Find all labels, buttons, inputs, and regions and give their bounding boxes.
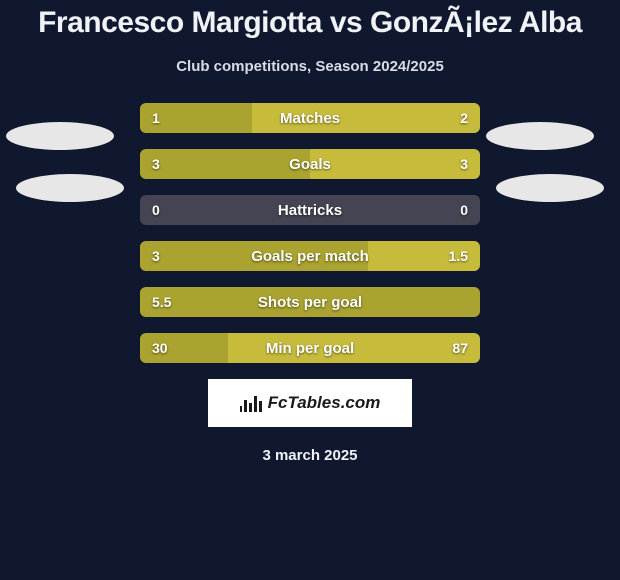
stat-row: Hattricks0 0 bbox=[140, 195, 480, 225]
stat-row: Goals33 bbox=[140, 149, 480, 179]
bar-label: Hattricks bbox=[140, 195, 480, 225]
page-title: Francesco Margiotta vs GonzÃ¡lez Alba bbox=[0, 6, 620, 40]
logo-text: FcTables.com bbox=[268, 393, 381, 413]
placeholder-oval bbox=[486, 122, 594, 150]
bar-value-left: 0 bbox=[152, 195, 160, 225]
bars-container: Matches12 Goals33 Hattricks0 0 Goals per mat… bbox=[140, 103, 480, 363]
bar-left-fill bbox=[140, 149, 310, 179]
bar-value-right: 0 bbox=[460, 195, 468, 225]
bar-left-fill bbox=[140, 333, 228, 363]
bar-left-fill bbox=[140, 287, 480, 317]
bar-right-fill bbox=[368, 241, 480, 271]
bar-right-fill bbox=[252, 103, 480, 133]
stat-row: Matches12 bbox=[140, 103, 480, 133]
placeholder-oval bbox=[16, 174, 124, 202]
bar-left-fill bbox=[140, 241, 368, 271]
stat-row: Shots per goal5.5 bbox=[140, 287, 480, 317]
bar-left-fill bbox=[140, 103, 252, 133]
placeholder-oval bbox=[496, 174, 604, 202]
subtitle: Club competitions, Season 2024/2025 bbox=[0, 58, 620, 75]
bar-right-fill bbox=[228, 333, 480, 363]
placeholder-oval bbox=[6, 122, 114, 150]
bars-icon bbox=[240, 394, 262, 412]
logo-box: FcTables.com bbox=[208, 379, 412, 427]
stat-row: Min per goal3087 bbox=[140, 333, 480, 363]
date-label: 3 march 2025 bbox=[0, 447, 620, 464]
comparison-card: Francesco Margiotta vs GonzÃ¡lez Alba Cl… bbox=[0, 0, 620, 580]
bar-right-fill bbox=[310, 149, 480, 179]
stat-row: Goals per match31.5 bbox=[140, 241, 480, 271]
